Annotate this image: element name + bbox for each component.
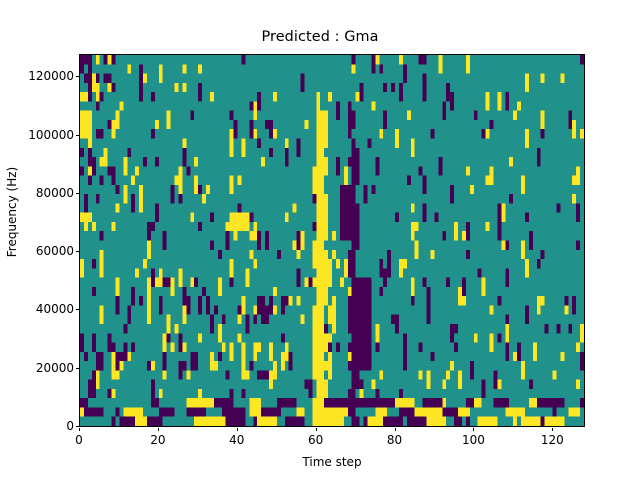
x-axis-label: Time step [302,455,362,469]
heatmap-image [80,55,584,426]
ytick-mark-60000 [75,251,79,253]
xtick-mark-60 [315,427,317,431]
xtick-label-0: 0 [75,433,83,447]
ytick-mark-120000 [75,76,79,78]
xtick-label-20: 20 [150,433,166,447]
xtick-mark-40 [236,427,238,431]
xtick-mark-100 [473,427,475,431]
ytick-label-120000: 120000 [28,69,74,84]
ytick-label-60000: 60000 [35,244,74,259]
ytick-mark-20000 [75,367,79,369]
xtick-mark-80 [394,427,396,431]
ytick-mark-0 [75,426,79,427]
xtick-label-120: 120 [540,433,564,447]
xtick-mark-0 [79,427,80,431]
xtick-label-80: 80 [386,433,403,447]
heatmap-axes [79,54,585,427]
ytick-label-0: 0 [66,419,74,433]
ytick-label-20000: 20000 [35,360,74,375]
xtick-mark-20 [157,427,159,431]
page-title: Predicted : Gma [261,29,379,45]
xtick-label-60: 60 [308,433,324,447]
ytick-label-100000: 100000 [28,127,74,142]
ytick-mark-100000 [75,134,79,136]
ytick-mark-80000 [75,192,79,194]
ytick-mark-40000 [75,309,79,311]
xtick-label-100: 100 [461,433,485,447]
xtick-mark-120 [552,427,554,431]
ytick-label-40000: 40000 [35,302,74,317]
y-axis-label: Frequency (Hz) [5,166,19,258]
xtick-label-40: 40 [229,433,245,447]
ytick-label-80000: 80000 [35,185,74,200]
